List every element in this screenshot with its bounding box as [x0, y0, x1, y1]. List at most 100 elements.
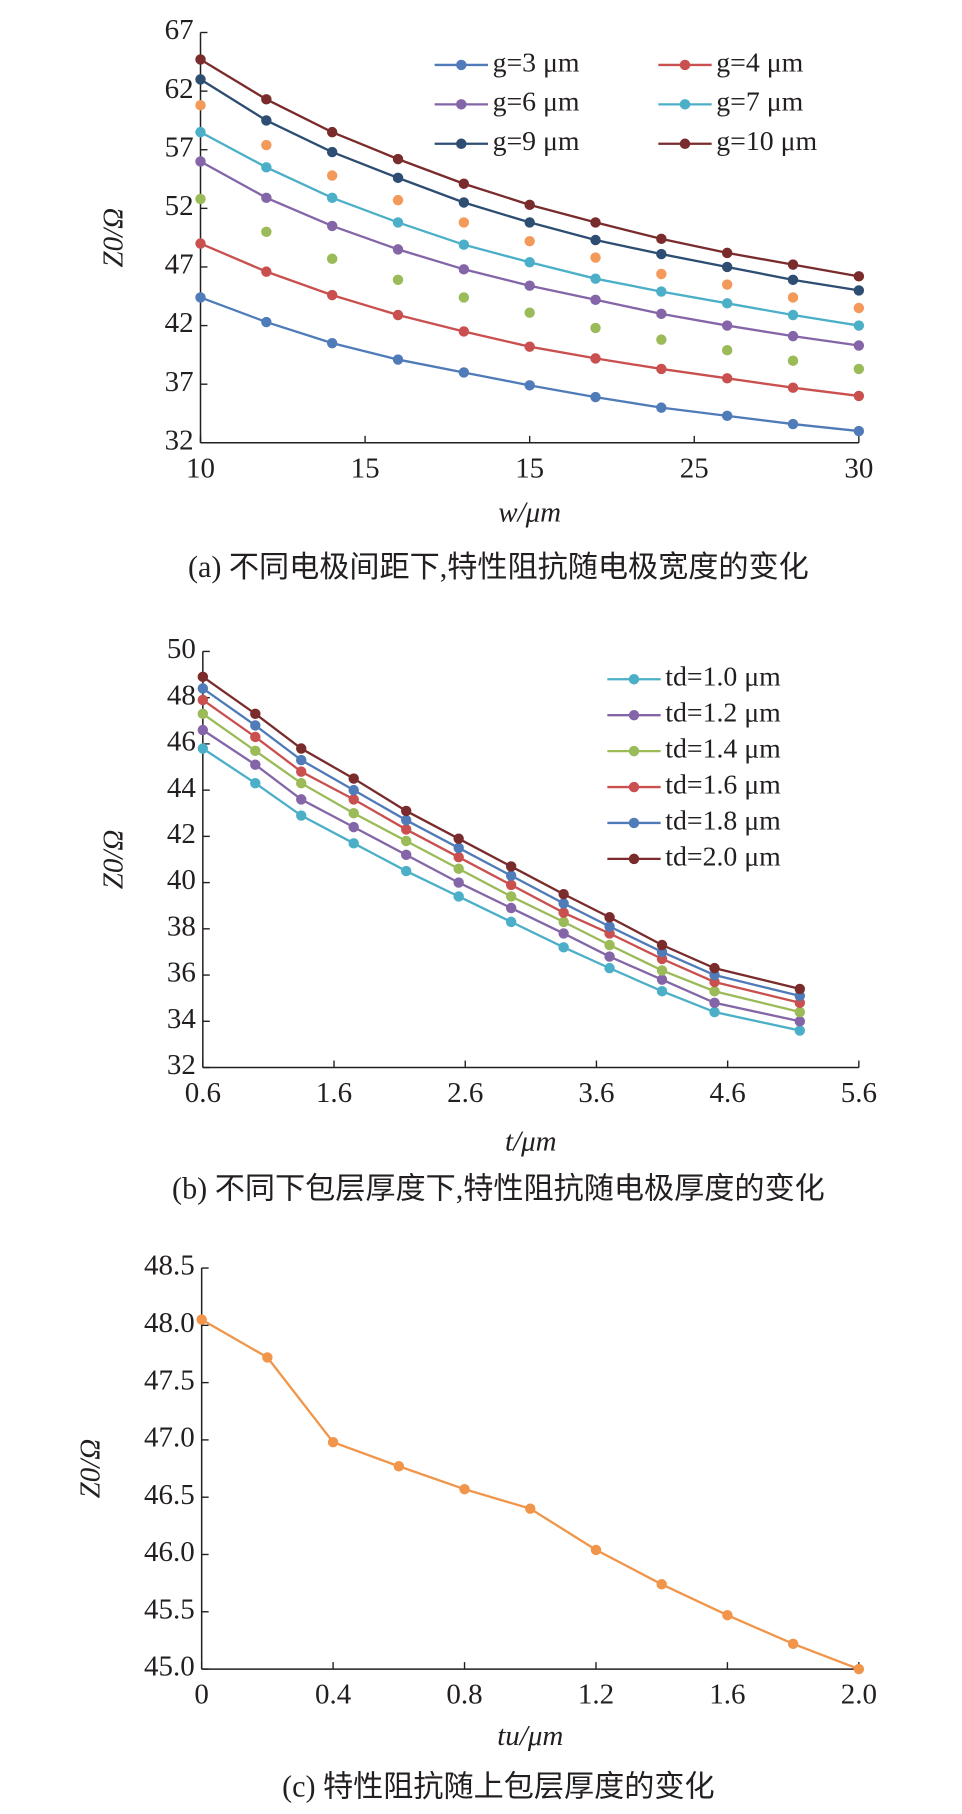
data-point	[656, 402, 667, 413]
data-point	[524, 217, 535, 228]
data-point	[558, 928, 569, 939]
data-point	[524, 341, 535, 352]
x-tick-label: 15	[351, 452, 380, 484]
legend-marker	[456, 59, 467, 71]
data-point	[453, 851, 464, 863]
data-point	[326, 126, 338, 138]
data-point	[195, 238, 206, 249]
data-point	[327, 1436, 339, 1448]
data-point	[721, 373, 733, 384]
data-point	[853, 285, 865, 296]
data-point	[400, 835, 412, 847]
data-point	[195, 193, 206, 205]
y-tick-label: 38	[167, 910, 196, 942]
data-point	[197, 671, 209, 683]
data-point	[722, 1609, 733, 1621]
x-tick-label: 5.6	[841, 1077, 877, 1109]
data-point	[853, 320, 865, 331]
data-point	[392, 194, 404, 206]
data-point	[787, 259, 799, 270]
data-point	[787, 355, 799, 366]
data-point	[459, 1483, 470, 1495]
data-point	[458, 292, 470, 303]
data-point	[197, 694, 209, 706]
data-point	[525, 1503, 536, 1514]
data-point	[326, 146, 338, 158]
data-point	[400, 865, 412, 877]
data-point	[250, 777, 261, 789]
data-point	[853, 390, 865, 402]
legend-marker	[679, 138, 691, 149]
data-point	[524, 257, 535, 268]
x-tick-label: 2.6	[447, 1077, 483, 1109]
data-point	[296, 766, 307, 777]
legend-marker	[628, 853, 640, 865]
data-point	[590, 273, 601, 284]
x-axis-title: w/μm	[498, 496, 561, 528]
data-point	[505, 916, 517, 928]
data-point	[604, 921, 615, 932]
data-point	[709, 997, 720, 1009]
data-point	[721, 344, 733, 356]
y-tick-label: 46.5	[144, 1479, 195, 1511]
data-point	[348, 794, 359, 805]
data-point	[458, 217, 470, 228]
legend-label: g=3 μm	[493, 47, 580, 78]
x-tick-label: 0.4	[315, 1679, 352, 1711]
x-tick-label: 3.6	[578, 1077, 614, 1109]
y-tick-label: 48	[167, 679, 196, 711]
data-point	[505, 879, 517, 891]
data-point	[604, 939, 615, 951]
data-point	[590, 294, 601, 306]
legend-label: g=4 μm	[716, 47, 803, 78]
data-point	[721, 247, 733, 259]
data-point	[656, 248, 667, 260]
data-point	[261, 316, 272, 328]
data-point	[794, 1006, 806, 1018]
data-point	[524, 380, 535, 391]
data-point	[326, 337, 338, 349]
data-point	[590, 322, 601, 334]
data-point	[392, 153, 404, 165]
data-point	[326, 170, 338, 181]
data-point	[196, 1314, 207, 1325]
x-tick-label: 15	[515, 452, 544, 484]
y-tick-label: 46	[167, 726, 196, 758]
data-point	[853, 302, 865, 314]
data-point	[392, 274, 404, 286]
caption: (c) 特性阻抗随上包层厚度的变化	[282, 1770, 715, 1804]
data-point	[524, 199, 535, 211]
data-point	[794, 1025, 806, 1036]
legend-marker	[456, 99, 467, 110]
y-tick-label: 57	[165, 131, 194, 163]
series-line	[199, 160, 860, 347]
data-point	[296, 794, 307, 805]
data-point	[558, 916, 569, 928]
y-tick-label: 50	[167, 633, 196, 665]
data-point	[458, 367, 470, 378]
data-point	[524, 235, 535, 247]
data-point	[326, 253, 338, 264]
y-tick-label: 32	[165, 424, 194, 456]
data-point	[656, 334, 667, 345]
data-point	[853, 1663, 865, 1675]
data-point	[721, 261, 733, 273]
legend-label: g=7 μm	[716, 87, 803, 118]
data-point	[590, 391, 601, 403]
y-tick-label: 34	[167, 1003, 196, 1035]
data-point	[787, 330, 799, 342]
data-point	[393, 1461, 405, 1472]
data-point	[656, 1579, 667, 1590]
legend-label: td=1.6 μm	[665, 769, 781, 800]
data-point	[787, 274, 799, 286]
data-point	[453, 863, 464, 874]
data-point	[558, 942, 569, 953]
data-point	[853, 271, 865, 282]
data-point	[604, 962, 615, 974]
data-point	[262, 1352, 273, 1363]
data-point	[296, 743, 307, 754]
data-point	[558, 907, 569, 918]
data-point	[787, 309, 799, 321]
